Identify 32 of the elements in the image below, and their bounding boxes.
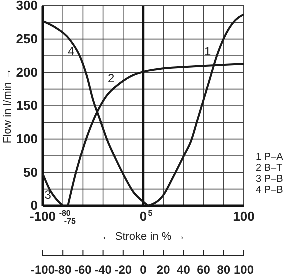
x2-tick-label: -40: [94, 263, 112, 277]
x2-tick-label: 100: [234, 263, 254, 277]
annotation: -80: [59, 209, 72, 218]
y-tick-label: 50: [24, 164, 38, 180]
y-tick-label: 100: [16, 131, 38, 146]
x2-tick-label: -20: [114, 263, 132, 277]
y-tick-label: 150: [16, 98, 38, 114]
y-tick-label: 250: [16, 31, 38, 46]
annotation: -75: [64, 217, 76, 226]
y-tick-label: 200: [16, 64, 38, 80]
x-tick-label: 0: [140, 209, 148, 224]
text: 3 P–B: [256, 174, 284, 185]
x2-tick-label: -100: [30, 263, 56, 277]
y-axis-title: Flow in l/min →: [2, 68, 14, 144]
y-tick-label: 300: [16, 0, 38, 14]
annotation: 1: [204, 44, 212, 59]
x2-tick-label: 0: [140, 263, 148, 277]
x2-tick-label: -60: [74, 263, 92, 277]
x2-tick-label: 60: [197, 263, 211, 277]
x2-tick-label: 80: [217, 263, 231, 277]
text: 4 P–B: [256, 185, 284, 196]
x2-tick-label: 20: [156, 263, 171, 277]
annotation: 3: [44, 188, 52, 202]
x2-tick-label: 40: [177, 263, 191, 277]
text: 2 B–T: [256, 163, 283, 174]
x-axis-title: ← Stroke in % →: [101, 231, 186, 243]
annotation: 5: [148, 209, 154, 218]
x-tick-label: 100: [233, 209, 255, 224]
text: 1 P–A: [256, 152, 284, 163]
annotation: 4: [68, 44, 75, 59]
annotation: 2: [108, 71, 116, 86]
x2-tick-label: -80: [54, 263, 72, 277]
